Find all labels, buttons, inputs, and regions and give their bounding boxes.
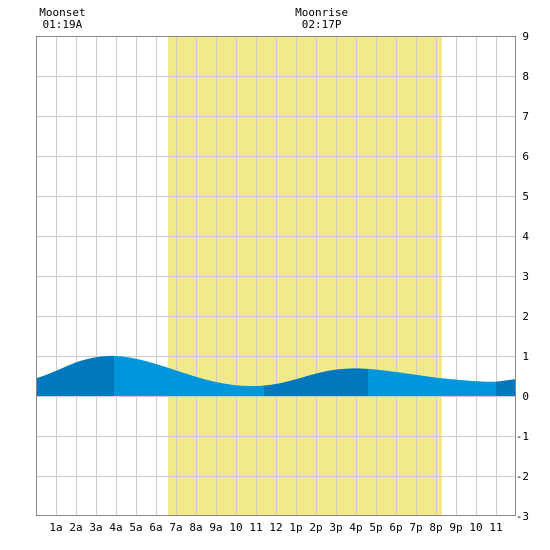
x-tick-label: 1p <box>289 521 302 534</box>
x-tick-label: 8p <box>429 521 442 534</box>
x-tick-label: 4a <box>109 521 122 534</box>
x-tick-label: 11 <box>249 521 262 534</box>
x-tick-label: 3a <box>89 521 102 534</box>
x-tick-label: 6a <box>149 521 162 534</box>
x-tick-label: 10 <box>229 521 242 534</box>
moon-event-time: 02:17P <box>302 18 342 31</box>
x-tick-label: 6p <box>389 521 402 534</box>
x-tick-label: 8a <box>189 521 202 534</box>
y-tick-label: -3 <box>516 510 529 523</box>
x-tick-labels: 1a 2a 3a 4a 5a 6a 7a 8a 9a 10 11 12 1p 2p 3p 4p 5p 6p 7p 8p… <box>49 521 502 534</box>
x-tick-label: 3p <box>329 521 342 534</box>
x-tick-label: 11 <box>489 521 502 534</box>
tide-area-segment <box>114 355 264 396</box>
y-tick-label: -2 <box>516 470 529 483</box>
x-tick-label: 5a <box>129 521 142 534</box>
moon-event-label: Moonrise <box>295 6 348 19</box>
x-tick-label: 10 <box>469 521 482 534</box>
tide-area-segment <box>36 355 114 396</box>
x-tick-label: 9a <box>209 521 222 534</box>
x-tick-label: 2a <box>69 521 82 534</box>
tide-area-segment <box>496 379 516 396</box>
x-tick-label: 1a <box>49 521 62 534</box>
x-tick-label: 7a <box>169 521 182 534</box>
y-tick-label: 5 <box>522 190 529 203</box>
y-tick-labels: -3 -2 -1 0 1 2 3 4 5 6 7 8 9 <box>516 30 530 523</box>
x-tick-label: 4p <box>349 521 362 534</box>
x-tick-label: 7p <box>409 521 422 534</box>
tide-area-segment <box>264 368 368 396</box>
y-tick-label: -1 <box>516 430 529 443</box>
y-tick-label: 6 <box>522 150 529 163</box>
moon-event-time: 01:19A <box>43 18 83 31</box>
y-tick-label: 3 <box>522 270 529 283</box>
plot-frame <box>36 36 516 516</box>
tide-area-layer <box>36 355 516 396</box>
x-tick-label: 5p <box>369 521 382 534</box>
y-tick-label: 9 <box>522 30 529 43</box>
y-tick-label: 7 <box>522 110 529 123</box>
x-tick-label: 2p <box>309 521 322 534</box>
x-tick-label: 12 <box>269 521 282 534</box>
y-tick-label: 1 <box>522 350 529 363</box>
grid-layer <box>36 36 516 516</box>
y-tick-label: 8 <box>522 70 529 83</box>
moon-event-label: Moonset <box>39 6 85 19</box>
y-tick-label: 2 <box>522 310 529 323</box>
tide-area-segment <box>368 368 496 396</box>
x-tick-label: 9p <box>449 521 462 534</box>
y-tick-label: 4 <box>522 230 529 243</box>
y-tick-label: 0 <box>522 390 529 403</box>
